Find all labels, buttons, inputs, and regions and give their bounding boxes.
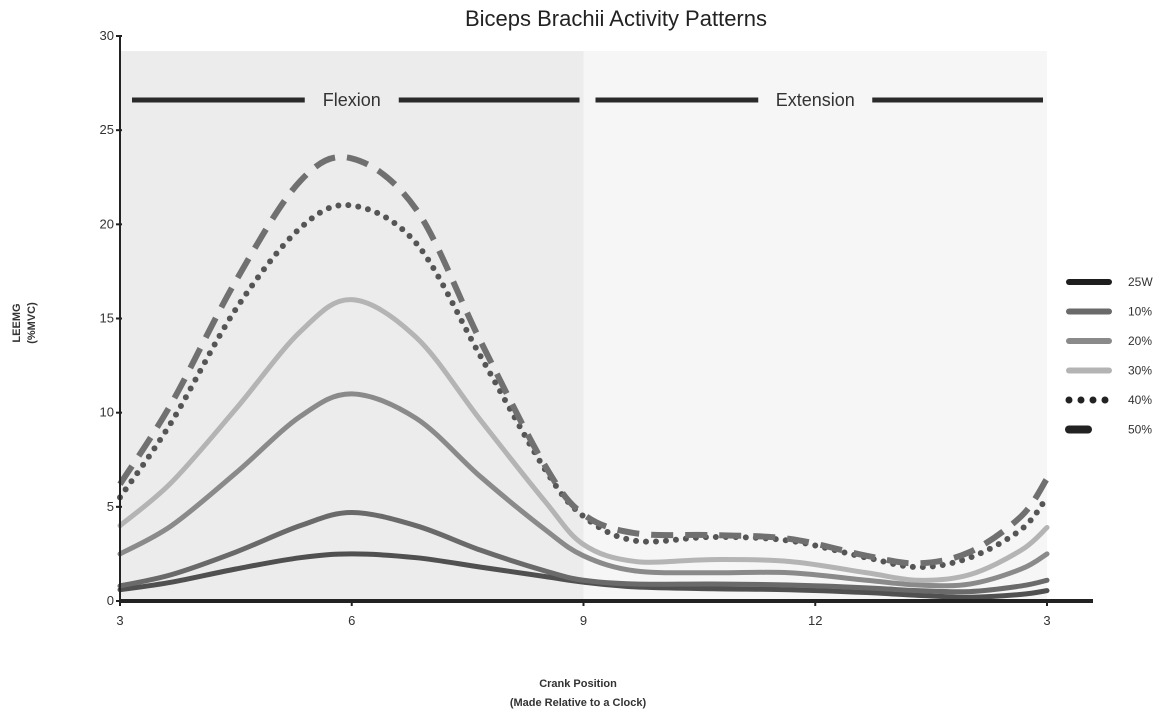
legend-label: 50% — [1128, 423, 1152, 437]
axes: 0 5 10 15 20 25 30 3 6 9 12 3 — [100, 28, 1093, 628]
y-tick-label: 10 — [100, 405, 114, 420]
y-tick-label: 0 — [107, 593, 114, 608]
x-tick-label: 9 — [580, 613, 587, 628]
phase-backgrounds — [120, 51, 1047, 602]
x-tick-label: 3 — [1043, 613, 1050, 628]
phase-bars: Flexion Extension — [132, 90, 1043, 110]
y-tick-label: 30 — [100, 28, 114, 43]
y-axis-title: LEEMG (%MVC) — [11, 302, 38, 344]
x-axis-title-line-1: Crank Position — [539, 678, 617, 690]
phase-label-flexion: Flexion — [323, 90, 381, 110]
series-line-30pct — [117, 297, 1050, 583]
legend-label: 10% — [1128, 305, 1152, 319]
y-tick-label: 25 — [100, 122, 114, 137]
phase-label-extension: Extension — [776, 90, 855, 110]
series-lines — [117, 154, 1050, 600]
legend-label: 30% — [1128, 364, 1152, 378]
legend-label: 40% — [1128, 393, 1152, 407]
x-tick-label: 12 — [808, 613, 822, 628]
phase-background-flexion — [120, 51, 584, 602]
y-tick-label: 15 — [100, 311, 114, 326]
series-line-10pct — [117, 509, 1050, 595]
y-axis-title-line-1: LEEMG — [11, 303, 23, 342]
legend-label: 25W — [1128, 275, 1153, 289]
chart-title: Biceps Brachii Activity Patterns — [465, 6, 767, 31]
legend-label: 20% — [1128, 334, 1152, 348]
x-axis-title-line-2: (Made Relative to a Clock) — [510, 697, 647, 709]
x-tick-label: 3 — [116, 613, 123, 628]
phase-background-extension — [583, 51, 1047, 602]
y-axis-title-line-2: (%MVC) — [26, 302, 38, 344]
legend: 25W 10% 20% 30% 40% 50% — [1065, 275, 1153, 437]
y-tick-label: 5 — [107, 499, 114, 514]
series-line-20pct — [117, 391, 1050, 589]
x-tick-label: 6 — [348, 613, 355, 628]
y-tick-label: 20 — [100, 216, 114, 231]
series-line-50pct — [117, 154, 1050, 567]
x-axis-title: Crank Position (Made Relative to a Clock… — [510, 678, 647, 709]
